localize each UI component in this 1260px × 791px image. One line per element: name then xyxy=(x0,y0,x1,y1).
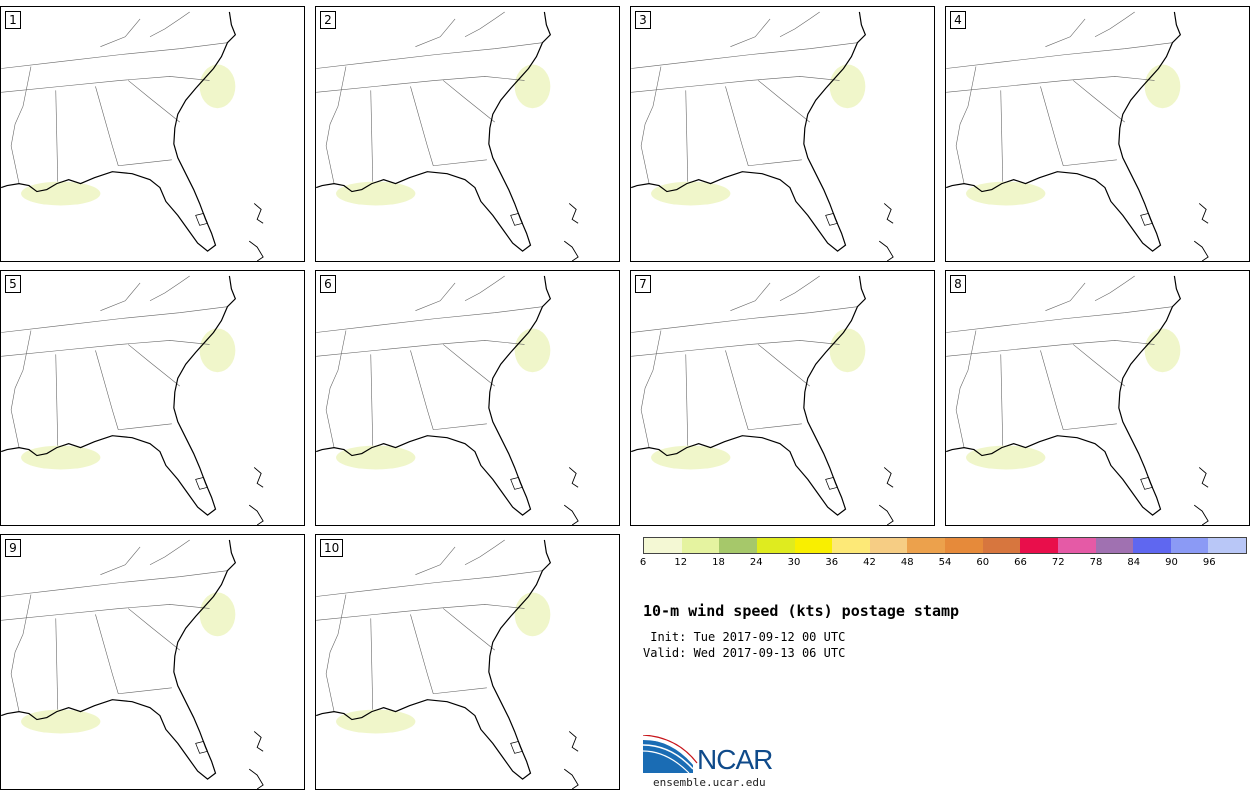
member-panel: 2 xyxy=(315,6,620,262)
color-swatch xyxy=(681,538,720,553)
panel-number: 7 xyxy=(635,275,651,293)
map-svg xyxy=(1,11,264,261)
map-svg xyxy=(1,539,264,789)
color-scale-tick: 24 xyxy=(749,557,763,568)
color-scale-tick: 12 xyxy=(674,557,688,568)
color-swatch xyxy=(1170,538,1209,553)
color-scale-tick: 90 xyxy=(1165,557,1178,568)
color-swatch xyxy=(1133,538,1171,553)
color-swatch xyxy=(1095,538,1134,553)
color-swatch xyxy=(756,538,795,553)
map-svg xyxy=(316,11,579,261)
color-swatch xyxy=(644,538,682,553)
color-scale-tick: 78 xyxy=(1089,557,1103,568)
ncar-logo-icon xyxy=(643,735,698,774)
color-swatch xyxy=(794,538,833,553)
panel-number: 5 xyxy=(5,275,21,293)
map-svg xyxy=(631,275,894,525)
color-swatch xyxy=(907,538,945,553)
color-swatch xyxy=(719,538,757,553)
color-scale-tick: 54 xyxy=(938,557,952,568)
color-swatch xyxy=(832,538,870,553)
map-svg xyxy=(631,11,894,261)
color-swatch xyxy=(945,538,983,553)
member-panel: 3 xyxy=(630,6,935,262)
color-scale-tick: 96 xyxy=(1202,557,1216,568)
color-scale-tick: 84 xyxy=(1127,557,1141,568)
member-panel: 1 xyxy=(0,6,305,262)
color-scale-tick: 72 xyxy=(1051,557,1065,568)
plot-title: 10-m wind speed (kts) postage stamp xyxy=(643,602,960,620)
panel-number: 2 xyxy=(320,11,336,29)
map-svg xyxy=(316,275,579,525)
member-panel: 6 xyxy=(315,270,620,526)
panel-number: 1 xyxy=(5,11,21,29)
color-scale-tick: 6 xyxy=(639,557,647,568)
color-scale-tick: 60 xyxy=(976,557,990,568)
panel-number: 8 xyxy=(950,275,966,293)
color-scale-tick: 18 xyxy=(712,557,725,568)
member-panel: 5 xyxy=(0,270,305,526)
color-scale-tick: 36 xyxy=(825,557,839,568)
member-panel: 10 xyxy=(315,534,620,790)
color-swatch xyxy=(1057,538,1096,553)
member-panel: 8 xyxy=(945,270,1250,526)
panel-number: 9 xyxy=(5,539,21,557)
color-swatch xyxy=(1020,538,1058,553)
color-scale-tick: 48 xyxy=(900,557,914,568)
map-svg xyxy=(946,275,1209,525)
color-swatch xyxy=(869,538,908,553)
logo-url: ensemble.ucar.edu xyxy=(653,776,766,789)
map-svg xyxy=(946,11,1209,261)
logo-name: NCAR xyxy=(697,744,773,775)
member-panel: 9 xyxy=(0,534,305,790)
map-svg xyxy=(316,539,579,789)
member-panel: 4 xyxy=(945,6,1250,262)
color-swatch xyxy=(982,538,1021,553)
color-scale-tick: 66 xyxy=(1014,557,1027,568)
color-swatch xyxy=(1208,538,1246,553)
panel-number: 4 xyxy=(950,11,966,29)
color-scale-bar xyxy=(643,537,1247,554)
panel-number: 6 xyxy=(320,275,336,293)
panel-number: 3 xyxy=(635,11,651,29)
color-scale-tick: 42 xyxy=(863,557,876,568)
member-panel: 7 xyxy=(630,270,935,526)
map-svg xyxy=(1,275,264,525)
color-scale-tick: 30 xyxy=(787,557,801,568)
valid-time: Valid: Wed 2017-09-13 06 UTC xyxy=(643,646,846,660)
init-time: Init: Tue 2017-09-12 00 UTC xyxy=(643,630,846,644)
panel-number: 10 xyxy=(320,539,344,557)
